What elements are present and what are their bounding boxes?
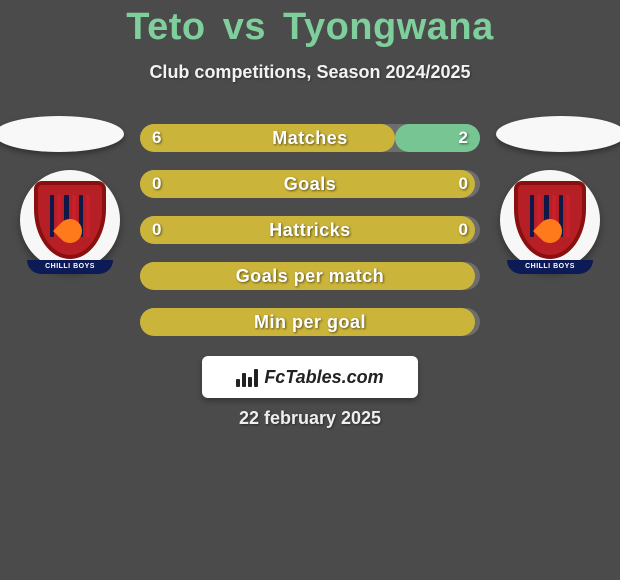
bar-chart-icon	[236, 367, 258, 387]
player2-value: 0	[459, 170, 468, 198]
player1-value: 0	[152, 170, 161, 198]
page-title: Teto vs Tyongwana	[0, 6, 620, 49]
stat-row: Matches6 2	[140, 124, 480, 152]
club-shield	[514, 181, 586, 259]
subtitle: Club competitions, Season 2024/2025	[0, 62, 620, 83]
stat-label: Min per goal	[140, 308, 480, 336]
player1-oval	[0, 116, 124, 152]
club-shield	[34, 181, 106, 259]
site-logo: FcTables.com	[202, 356, 418, 398]
player2-club-badge: CHILLI BOYS	[500, 170, 600, 270]
stat-label: Hattricks	[140, 216, 480, 244]
stat-row: Hattricks0 0	[140, 216, 480, 244]
player2-value: 0	[459, 216, 468, 244]
player2-oval	[496, 116, 620, 152]
player1-value: 6	[152, 124, 161, 152]
player2-name: Tyongwana	[283, 6, 494, 48]
player1-club-badge: CHILLI BOYS	[20, 170, 120, 270]
stat-rows: Matches62Goals00Hattricks00Goals per mat…	[140, 124, 480, 354]
player1-name: Teto	[126, 6, 205, 48]
stat-label: Goals	[140, 170, 480, 198]
snapshot-date: 22 february 2025	[0, 408, 620, 429]
site-logo-text: FcTables.com	[264, 367, 383, 388]
stat-label: Matches	[140, 124, 480, 152]
stat-row: Min per goal	[140, 308, 480, 336]
comparison-card: Teto vs Tyongwana Club competitions, Sea…	[0, 0, 620, 580]
player1-value: 0	[152, 216, 161, 244]
club-ribbon: CHILLI BOYS	[507, 260, 593, 274]
stat-label: Goals per match	[140, 262, 480, 290]
club-ribbon: CHILLI BOYS	[27, 260, 113, 274]
vs-label: vs	[223, 6, 266, 48]
stat-row: Goals0 0	[140, 170, 480, 198]
stat-row: Goals per match	[140, 262, 480, 290]
player2-value: 2	[459, 124, 468, 152]
